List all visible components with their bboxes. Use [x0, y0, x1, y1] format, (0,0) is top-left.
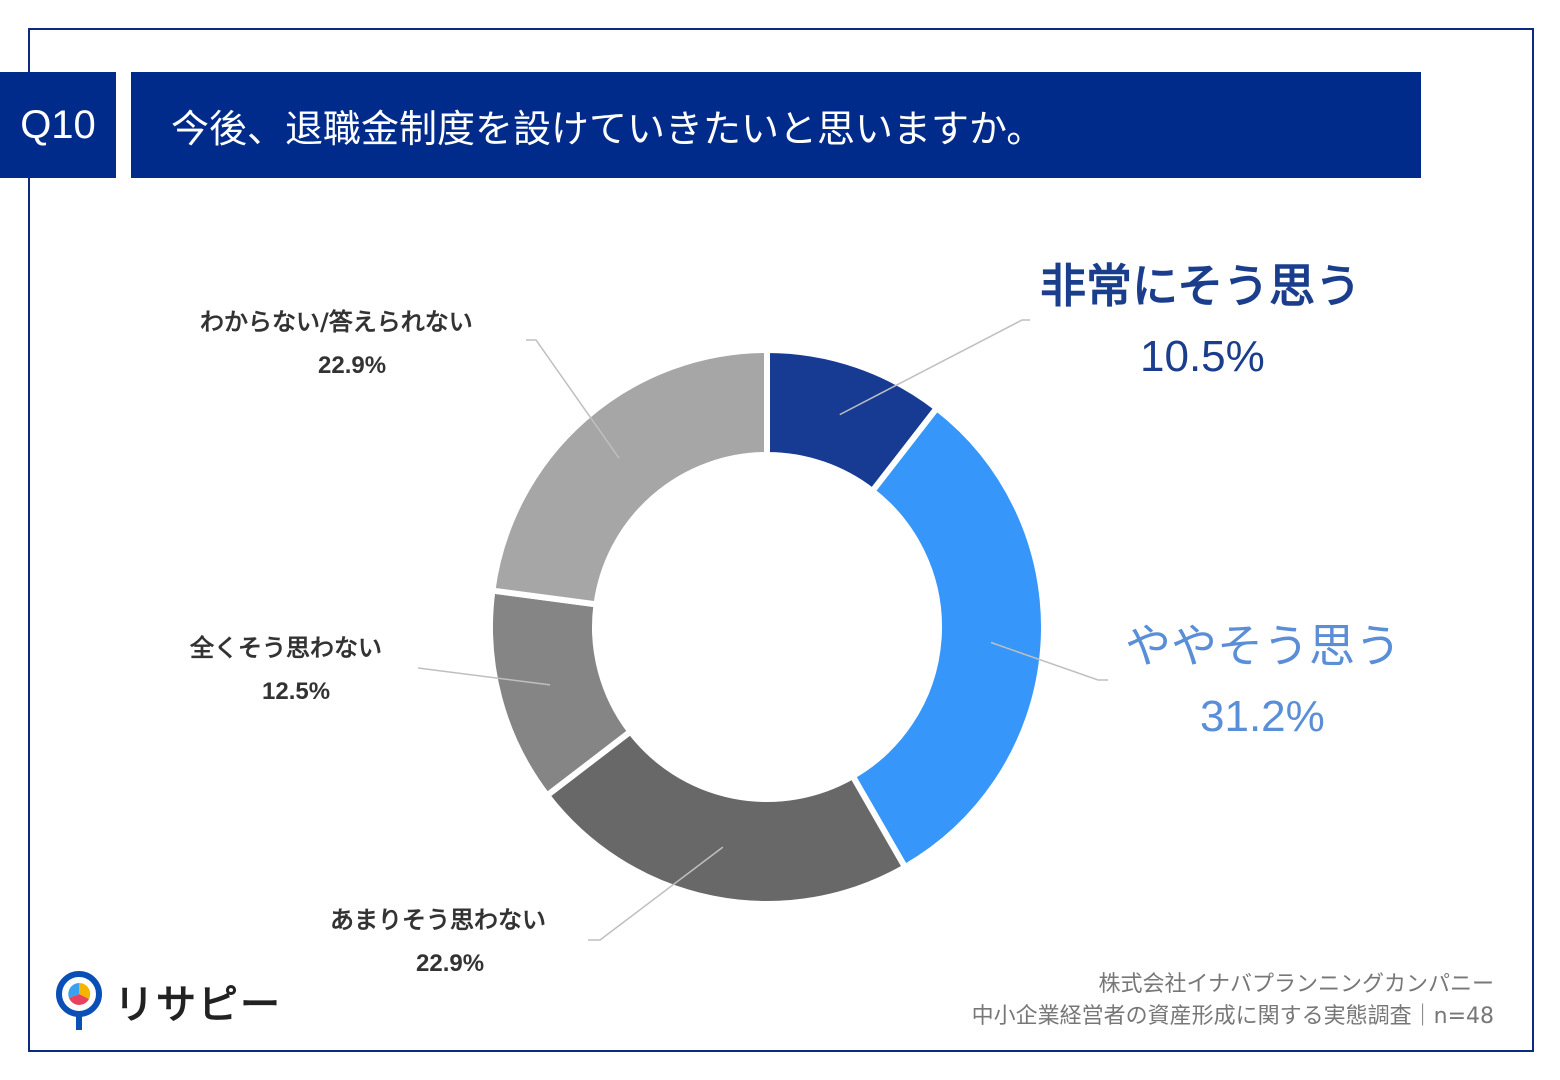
slice-dont-know	[489, 346, 770, 608]
label-not-at-all: 全くそう思わない	[190, 634, 382, 662]
leader-line	[990, 641, 1108, 681]
question-title: 今後、退職金制度を設けていきたいと思いますか。	[131, 72, 1421, 178]
value-somewhat: 31.2%	[1200, 692, 1325, 741]
value-not-at-all: 12.5%	[262, 678, 331, 705]
logo-icon	[56, 971, 102, 1030]
label-somewhat: ややそう思う	[1125, 619, 1401, 673]
slice-not-much	[542, 727, 910, 907]
leader-line	[839, 319, 1030, 416]
label-very-much: 非常にそう思う	[1040, 259, 1362, 313]
source-survey: 中小企業経営者の資産形成に関する実態調査｜n=48	[971, 1004, 1494, 1029]
value-not-much: 22.9%	[416, 950, 485, 977]
source-company: 株式会社イナバプランニングカンパニー	[1098, 972, 1494, 997]
leader-line	[588, 846, 724, 941]
leader-line	[526, 339, 620, 459]
risapi-logo: リサピー	[54, 970, 282, 1032]
label-dont-know: わからない/答えられない	[200, 308, 473, 336]
chart-frame	[28, 28, 1534, 1052]
value-very-much: 10.5%	[1140, 332, 1265, 381]
slice-somewhat	[848, 403, 1047, 872]
question-number: Q10	[0, 72, 116, 178]
leader-line	[417, 667, 551, 686]
label-not-much: あまりそう思わない	[330, 906, 546, 934]
logo-text: リサピー	[114, 982, 282, 1028]
value-dont-know: 22.9%	[318, 352, 387, 379]
